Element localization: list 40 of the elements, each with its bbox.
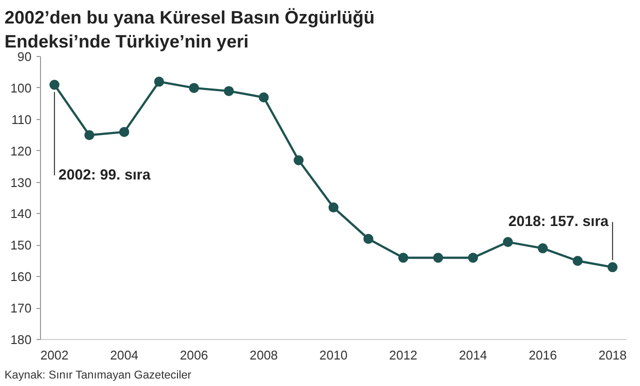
x-tick-label: 2006 — [180, 348, 208, 362]
point — [224, 86, 234, 96]
y-tick-label: 170 — [10, 302, 32, 316]
point — [468, 252, 478, 263]
annotation: 2018: 157. sıra — [508, 214, 610, 230]
y-tick-label: 130 — [10, 176, 32, 190]
y-tick-label: 160 — [10, 270, 32, 284]
x-tick-label: 2010 — [319, 348, 348, 362]
point — [154, 76, 164, 87]
y-tick-label: 100 — [10, 81, 32, 96]
point — [119, 126, 130, 137]
point — [433, 252, 444, 263]
y-tick-label: 180 — [10, 333, 32, 347]
point — [608, 262, 618, 272]
text: Kaynak: Sınır Tanımayan Gazeteciler — [4, 370, 192, 382]
point — [538, 243, 548, 254]
point — [294, 155, 304, 166]
x-tick-label: 2016 — [528, 348, 557, 362]
y-tick-label: 120 — [10, 144, 32, 158]
y-tick-label: 110 — [11, 112, 32, 127]
point — [84, 130, 94, 140]
point — [328, 202, 338, 212]
y-tick-label: 150 — [10, 238, 32, 253]
point — [572, 256, 583, 266]
point — [258, 92, 269, 102]
point — [188, 82, 199, 93]
annotation: 2002: 99. sıra — [58, 167, 152, 184]
point — [49, 80, 60, 90]
point — [502, 237, 513, 248]
point — [398, 252, 408, 263]
y-tick-label: 140 — [10, 207, 32, 222]
x-tick-label: 2018 — [598, 348, 627, 362]
x-tick-label: 2002 — [40, 348, 69, 362]
point — [363, 234, 374, 244]
chart-title: 2002’den bu yana Küresel Basın Özgürlüğü Endeksi’nde Türkiye’nin yeri — [4, 8, 375, 52]
x-tick-label: 2008 — [250, 348, 278, 362]
y-tick-label: 90 — [17, 50, 32, 64]
x-tick-label: 2012 — [389, 348, 418, 362]
x-tick-label: 2004 — [110, 348, 138, 362]
x-tick-label: 2014 — [458, 348, 488, 362]
